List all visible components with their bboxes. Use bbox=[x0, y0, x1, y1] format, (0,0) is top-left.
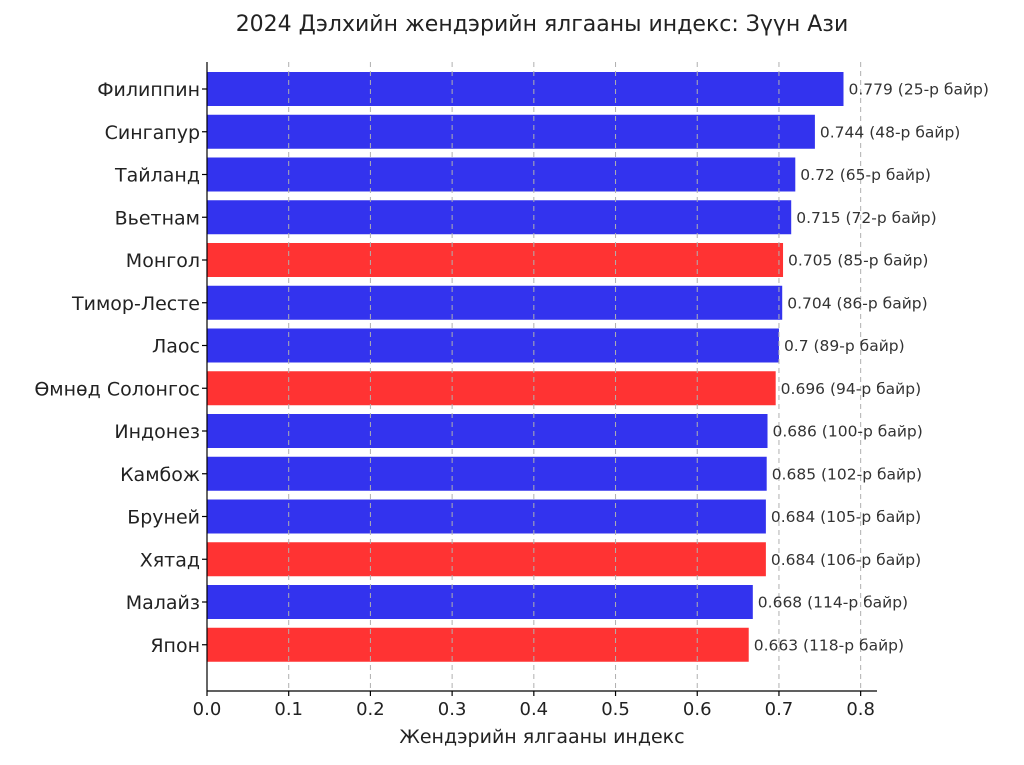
category-label: Лаос bbox=[152, 336, 200, 358]
grid-lines bbox=[288, 62, 862, 691]
bar-value-label: 0.696 (94-р байр) bbox=[781, 380, 921, 398]
bar-value-label: 0.684 (105-р байр) bbox=[771, 508, 921, 526]
category-label: Өмнөд Солонгос bbox=[34, 378, 200, 400]
category-labels: Филиппин Сингапур Тайланд Вьетнам Монгол Тимо… bbox=[34, 79, 200, 657]
bar-value-label: 0.685 (102-р байр) bbox=[772, 465, 922, 483]
x-tick-label: 0.2 bbox=[356, 699, 385, 720]
bar-value-label: 0.744 (48-р байр) bbox=[820, 123, 960, 141]
bar bbox=[207, 72, 844, 106]
bar bbox=[207, 243, 784, 277]
bar-value-label: 0.684 (106-р байр) bbox=[771, 551, 921, 569]
bar-value-label: 0.715 (72-р байр) bbox=[796, 209, 936, 227]
x-tick-label: 0.0 bbox=[193, 699, 222, 720]
x-tick-label: 0.8 bbox=[846, 699, 875, 720]
bar-value-label: 0.663 (118-р байр) bbox=[754, 636, 904, 654]
bar bbox=[207, 627, 749, 662]
bar-value-label: 0.686 (100-р байр) bbox=[773, 423, 923, 441]
bar bbox=[207, 328, 779, 363]
bars bbox=[207, 72, 844, 662]
bar bbox=[207, 499, 766, 534]
x-tick-label: 0.7 bbox=[765, 699, 794, 720]
category-label: Монгол bbox=[126, 250, 200, 272]
bar bbox=[207, 114, 815, 149]
bar-value-label: 0.779 (25-р байр) bbox=[849, 81, 989, 99]
x-tick-label: 0.5 bbox=[601, 699, 630, 720]
category-label: Камбож bbox=[120, 464, 200, 486]
chart-title: 2024 Дэлхийн жендэрийн ялгааны индекс: З… bbox=[236, 12, 849, 37]
bar-value-label: 0.705 (85-р байр) bbox=[788, 252, 928, 270]
category-label: Бруней bbox=[127, 507, 200, 529]
bar bbox=[207, 585, 753, 619]
category-label: Индонез bbox=[114, 421, 200, 443]
category-label: Хятад bbox=[140, 549, 200, 571]
bar bbox=[207, 456, 767, 491]
axes bbox=[202, 62, 877, 696]
x-tick-label: 0.6 bbox=[683, 699, 712, 720]
bar bbox=[207, 371, 776, 406]
bar bbox=[207, 542, 766, 577]
value-labels: 0.779 (25-р байр) 0.744 (48-р байр) 0.72 (… bbox=[754, 81, 989, 655]
category-label: Тимор-Лесте bbox=[71, 293, 200, 315]
bar bbox=[207, 285, 783, 320]
category-label: Малайз bbox=[126, 592, 200, 614]
category-label: Вьетнам bbox=[115, 207, 200, 229]
bar-value-label: 0.7 (89-р байр) bbox=[784, 337, 905, 355]
bar bbox=[207, 414, 768, 448]
bar-value-label: 0.72 (65-р байр) bbox=[800, 166, 931, 184]
x-tick-label: 0.1 bbox=[274, 699, 303, 720]
x-tick-label: 0.4 bbox=[520, 699, 549, 720]
bar-value-label: 0.704 (86-р байр) bbox=[787, 294, 927, 312]
x-tick-label: 0.3 bbox=[438, 699, 467, 720]
category-label: Филиппин bbox=[97, 79, 200, 101]
x-axis-label: Жендэрийн ялгааны индекс bbox=[399, 726, 684, 748]
x-tick-labels: 0.0 0.1 0.2 0.3 0.4 0.5 0.6 0.7 0.8 bbox=[193, 699, 875, 720]
category-label: Сингапур bbox=[105, 122, 200, 144]
bar-value-label: 0.668 (114-р байр) bbox=[758, 594, 908, 612]
bar bbox=[207, 200, 792, 235]
bar bbox=[207, 157, 796, 192]
category-label: Тайланд bbox=[114, 165, 200, 187]
category-label: Япон bbox=[150, 635, 200, 657]
